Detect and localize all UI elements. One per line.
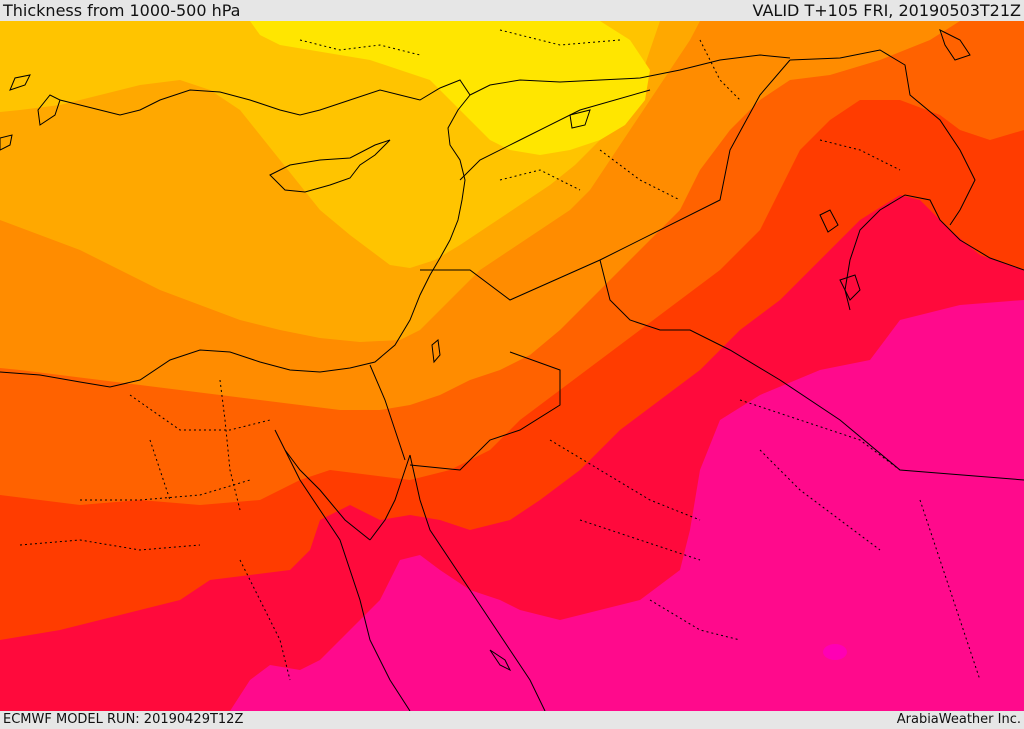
- coastlines: [0, 29, 1024, 711]
- band-pink-spot: [823, 644, 847, 660]
- thickness-map: [0, 21, 1024, 711]
- valid-time-label: VALID T+105 FRI, 20190503T21Z: [752, 1, 1021, 20]
- country-borders: [369, 49, 1024, 481]
- footer-bar: ECMWF MODEL RUN: 20190429T12Z ArabiaWeat…: [0, 711, 1024, 729]
- model-run-label: ECMWF MODEL RUN: 20190429T12Z: [3, 712, 244, 727]
- credit-label: ArabiaWeather Inc.: [896, 712, 1021, 727]
- map-title: Thickness from 1000-500 hPa: [3, 1, 241, 20]
- band-yellow: [250, 21, 650, 155]
- header-bar: Thickness from 1000-500 hPa VALID T+105 …: [0, 0, 1024, 21]
- admin-borders: [19, 29, 981, 681]
